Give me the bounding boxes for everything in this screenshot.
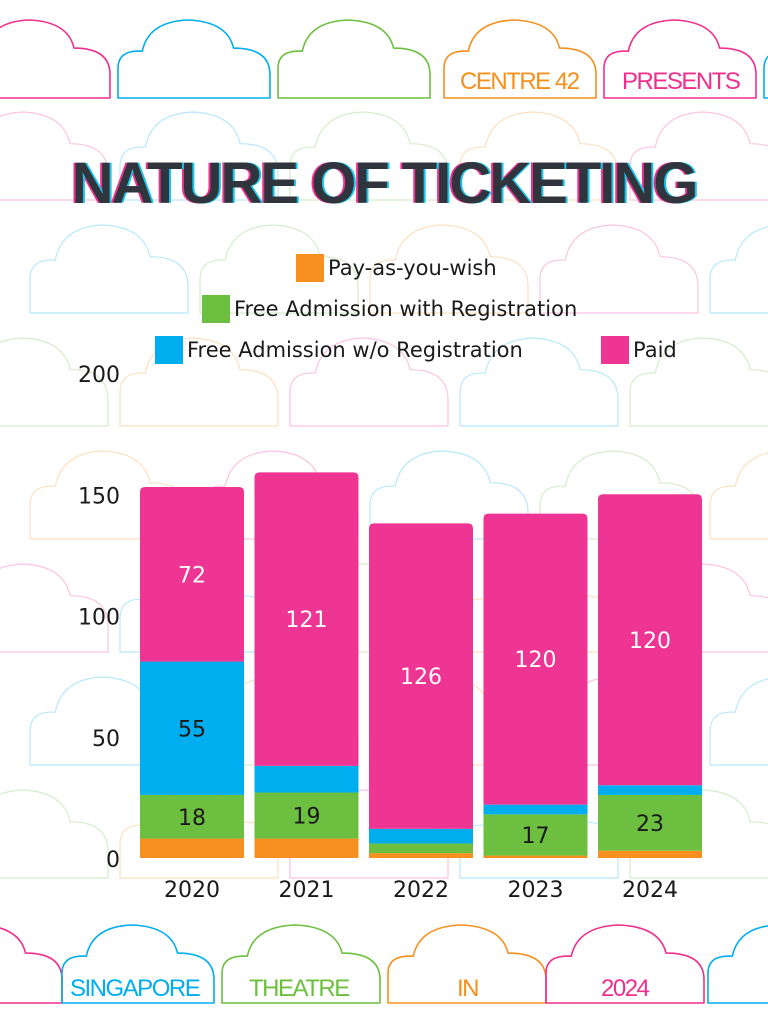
bg-cloud-2-2 [289,337,449,427]
legend-swatch-paid [601,336,629,364]
bg-cloud-2-4 [629,337,768,427]
legend-label-free-with-registration: Free Admission with Registration [234,297,578,321]
bar-segment [369,843,473,854]
y-tick-label: 150 [78,484,120,509]
bar-segment [598,794,702,851]
bg-cloud-0-4 [629,111,768,201]
header-tag-centre42: CENTRE 42 [460,68,580,95]
header-tag-presents: PRESENTS [622,68,741,95]
bg-cloud-3-4 [709,452,768,540]
bg-cloud-2-0 [0,337,109,427]
y-tick-label: 0 [106,848,120,873]
bg-cloud-0-3 [459,111,619,201]
legend-swatch-free-without-registration [155,336,183,364]
bg-cloud-0-1 [119,111,279,201]
footer-cloud-1 [61,924,215,1004]
footer-tag-in: IN [457,975,480,1002]
bar-segment [483,804,588,815]
bar-segment [369,853,473,858]
legend-item-paid: Paid [601,336,677,364]
bar-segment [140,838,244,858]
bar-segment [598,850,702,858]
bg-cloud-3-2 [369,450,529,540]
data-label: 17 [522,824,550,849]
y-tick-label: 200 [78,363,120,388]
chart-title: NATURE OF TICKETING [71,151,699,216]
data-label: 120 [629,629,671,654]
bg-cloud-1-0 [29,224,189,314]
data-label: 121 [286,608,328,633]
data-label: 126 [400,665,442,690]
bar-segment [369,523,473,829]
footer-tag-theatre: THEATRE [249,975,350,1002]
header-cloud-2 [277,19,431,99]
footer-cloud-3 [387,924,547,1004]
header-cloud-0 [0,19,111,99]
footer-cloud-2 [221,924,381,1004]
bar-segment [598,494,702,786]
data-label: 72 [178,563,206,588]
bg-cloud-2-1 [119,337,279,427]
x-tick-label: 2024 [622,878,678,903]
bar-segment [254,838,359,858]
bg-cloud-0-2 [289,111,449,201]
bar-segment [140,794,244,839]
footer-cloud-5 [707,925,768,1004]
data-label: 23 [636,812,664,837]
bg-cloud-6-0 [0,789,109,879]
legend-label-free-without-registration: Free Admission w/o Registration [187,338,523,362]
data-label: 120 [515,648,557,673]
footer-tag-2024: 2024 [601,975,650,1002]
data-label: 55 [178,717,206,742]
bar-segment [483,855,588,858]
footer-cloud-0 [0,927,63,1004]
bg-cloud-3-3 [539,450,699,540]
bar-segment [369,828,473,844]
bar-segment [483,814,588,856]
bar-segment [254,765,359,793]
bg-cloud-0-0 [0,111,109,201]
bg-cloud-1-1 [199,224,359,314]
bg-cloud-2-3 [459,337,619,427]
y-tick-label: 100 [78,606,120,631]
data-label: 19 [293,805,321,830]
legend-item-free-with-registration: Free Admission with Registration [202,295,577,323]
bar-segment [140,486,244,662]
x-tick-label: 2020 [164,878,220,903]
header-cloud-1 [117,19,271,99]
legend-swatch-free-with-registration [202,295,230,323]
bar-segment [140,661,244,795]
legend-item-pay-as-you-wish: Pay-as-you-wish [296,254,497,282]
legend-item-free-without-registration: Free Admission w/o Registration [155,336,523,364]
data-label: 18 [178,806,206,831]
legend-label-paid: Paid [633,338,677,362]
bar-segment [254,792,359,839]
bar-segment [254,472,359,766]
footer-cloud-4 [545,924,705,1004]
bg-cloud-1-2 [369,224,529,314]
y-tick-label: 50 [92,727,120,752]
bar-segment [598,785,702,795]
legend-swatch-pay-as-you-wish [296,254,324,282]
legend-label-pay-as-you-wish: Pay-as-you-wish [328,256,497,280]
bg-cloud-1-4 [709,226,768,314]
bg-cloud-5-4 [709,678,768,766]
footer-tag-singapore: SINGAPORE [70,975,201,1002]
bar-segment [483,513,588,805]
header-cloud-4 [603,19,757,99]
bg-cloud-4-0 [0,563,109,653]
header-cloud-3 [443,19,597,99]
x-tick-label: 2021 [279,878,335,903]
bg-cloud-1-3 [539,224,699,314]
x-tick-label: 2023 [508,878,564,903]
x-tick-label: 2022 [393,878,449,903]
